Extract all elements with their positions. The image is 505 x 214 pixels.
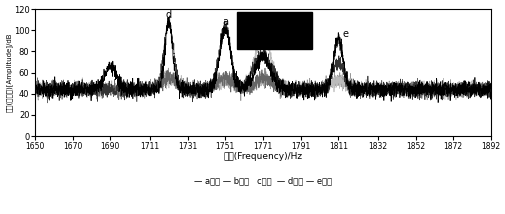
Text: d: d [165,10,172,20]
Bar [236,12,311,49]
X-axis label: 频率(Frequency)/Hz: 频率(Frequency)/Hz [223,152,302,161]
Text: e: e [341,29,347,39]
Y-axis label: 幅度(潜山度)[Amplitude]/dB: 幅度(潜山度)[Amplitude]/dB [6,33,12,112]
Text: c: c [266,22,272,32]
Text: a: a [222,17,228,27]
Text: — a裂缝 — b合格   c气泡  — d缺口 — e断齿: — a裂缝 — b合格 c气泡 — d缺口 — e断齿 [193,177,331,186]
